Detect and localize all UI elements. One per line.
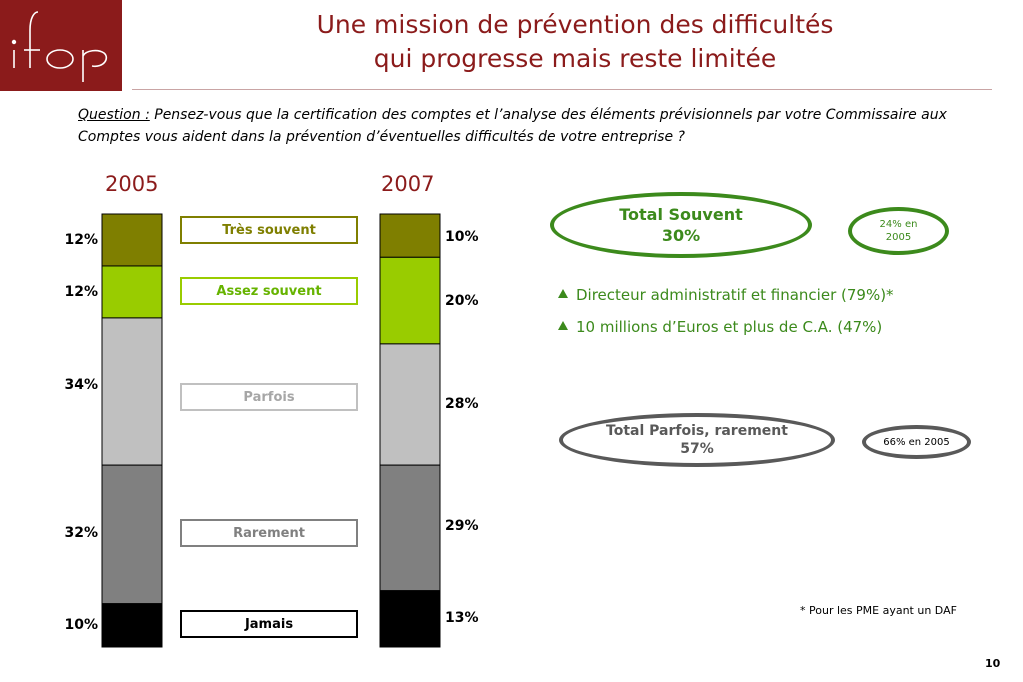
year-label-2007: 2007 [381, 172, 435, 196]
bar-segment-2005-parfois [101, 317, 163, 466]
bar-segment-2005-assez-souvent [101, 265, 163, 319]
bar-segment-2005-jamais [101, 603, 163, 648]
total-parfois-value: 57% [680, 441, 714, 457]
bar-segment-2005-rarement [101, 464, 163, 605]
bullet-item-daf: Directeur administratif et financier (79… [558, 286, 894, 304]
question-text: Pensez-vous que la certification des com… [78, 107, 947, 145]
question-block: Question : Pensez-vous que la certificat… [78, 104, 978, 148]
souvent-2005-oval: 24% en 2005 [848, 207, 949, 255]
bar-segment-2005-très-souvent [101, 213, 163, 267]
ifop-logo-mark [11, 11, 108, 82]
value-label-2005-tres-souvent: 12% [64, 232, 98, 248]
bullet-text-ca: 10 millions d’Euros et plus de C.A. (47%… [576, 318, 883, 336]
value-label-2005-rarement: 32% [64, 525, 98, 541]
year-label-2005: 2005 [105, 172, 159, 196]
page-title: Une mission de prévention des difficulté… [140, 8, 1010, 76]
question-label: Question : [78, 107, 150, 123]
total-souvent-value: 30% [661, 226, 701, 245]
legend-jamais: Jamais [180, 610, 358, 638]
bar-segment-2007-assez-souvent [379, 256, 441, 345]
ifop-logo [0, 0, 122, 91]
value-label-2005-assez-souvent: 12% [64, 284, 98, 300]
souvent-2005-label: 24% en 2005 [879, 219, 918, 243]
page-number: 10 [985, 657, 1001, 670]
triangle-up-icon [558, 321, 568, 330]
bar-segment-2007-parfois [379, 343, 441, 466]
total-souvent-oval: Total Souvent 30% [550, 192, 812, 258]
value-label-2007-jamais: 13% [445, 610, 479, 626]
bar-segment-2007-jamais [379, 590, 441, 648]
legend-tres-souvent: Très souvent [180, 216, 358, 244]
legend-rarement: Rarement [180, 519, 358, 547]
value-label-2007-parfois: 28% [445, 396, 479, 412]
parfois-2005-oval: 66% en 2005 [862, 425, 971, 459]
parfois-2005-label: 66% en 2005 [883, 436, 950, 448]
value-label-2005-parfois: 34% [64, 377, 98, 393]
total-parfois-oval: Total Parfois, rarement 57% [559, 413, 835, 467]
bullet-item-ca: 10 millions d’Euros et plus de C.A. (47%… [558, 318, 882, 336]
bar-segment-2007-rarement [379, 464, 441, 592]
value-label-2007-assez-souvent: 20% [445, 293, 479, 309]
bullet-text-daf: Directeur administratif et financier (79… [576, 286, 894, 304]
total-parfois-label: Total Parfois, rarement [606, 423, 788, 439]
legend-parfois: Parfois [180, 383, 358, 411]
legend-assez-souvent: Assez souvent [180, 277, 358, 305]
title-divider [132, 89, 992, 90]
title-line-1: Une mission de prévention des difficulté… [316, 10, 834, 39]
value-label-2005-jamais: 10% [64, 617, 98, 633]
title-line-2: qui progresse mais reste limitée [373, 44, 777, 73]
bar-segment-2007-très-souvent [379, 213, 441, 258]
triangle-up-icon [558, 289, 568, 298]
total-souvent-label: Total Souvent [619, 205, 743, 224]
value-label-2007-rarement: 29% [445, 518, 479, 534]
footnote: * Pour les PME ayant un DAF [800, 604, 957, 617]
value-label-2007-tres-souvent: 10% [445, 229, 479, 245]
